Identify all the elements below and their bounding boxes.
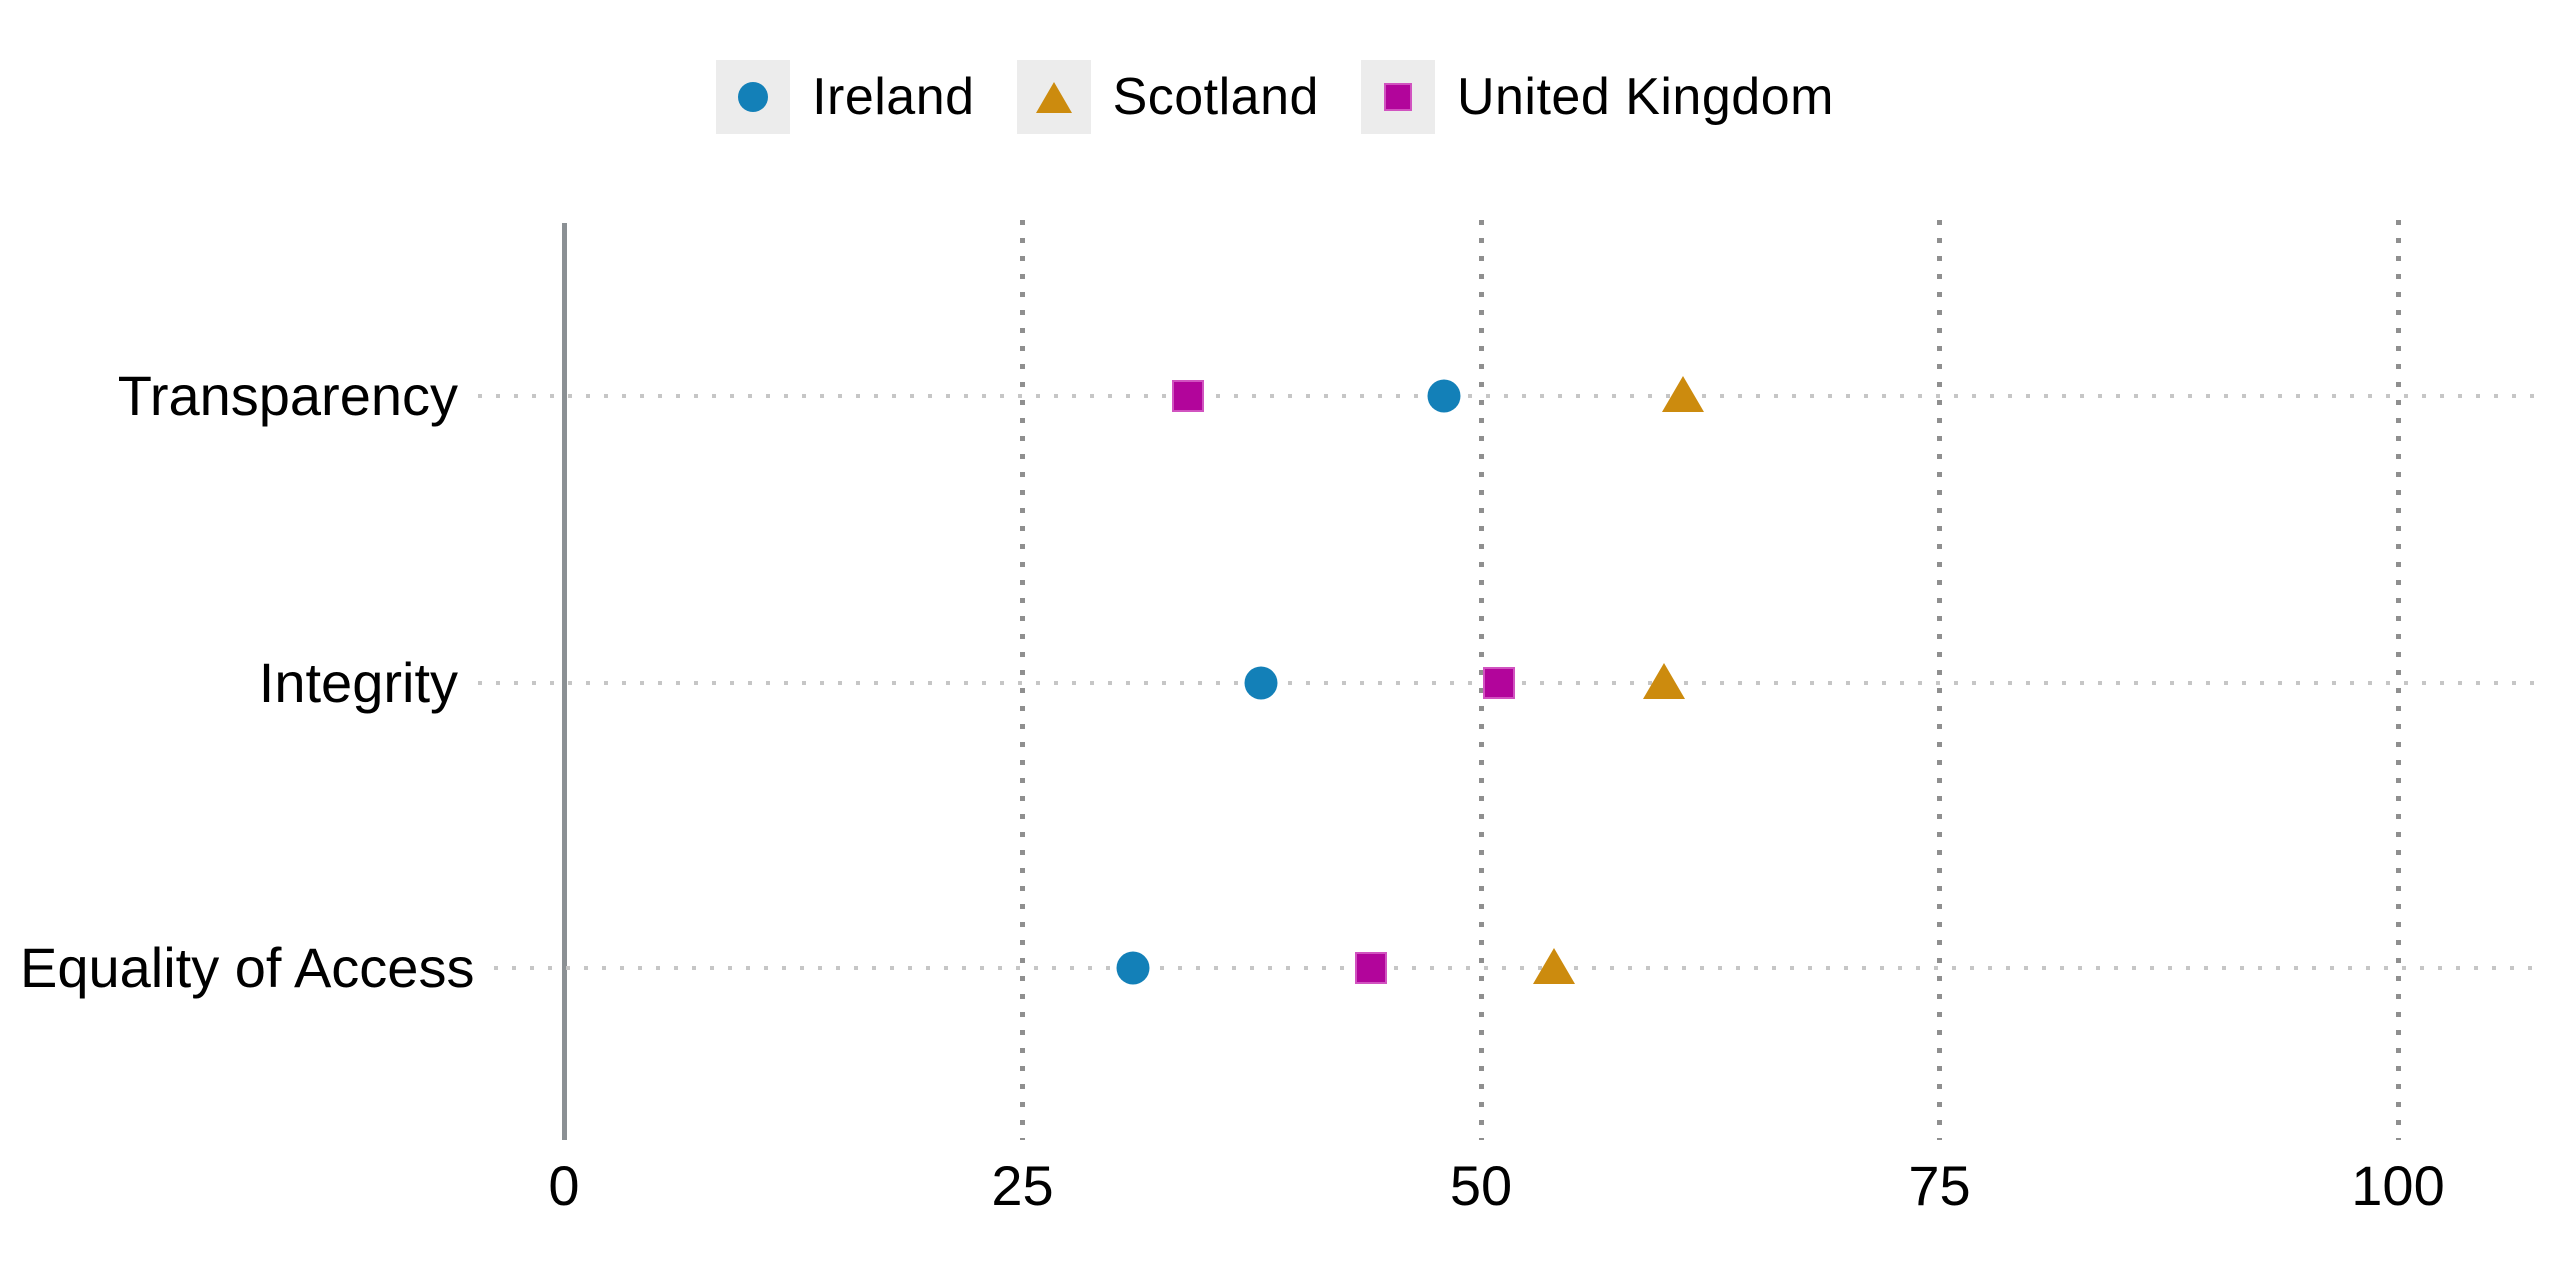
legend: Ireland Scotland United Kingdom — [0, 52, 2550, 142]
x-tick-label-25: 25 — [991, 1154, 1054, 1217]
marker-ireland-equality-of-access — [1116, 951, 1150, 985]
x-tick-label-0: 0 — [548, 1154, 580, 1217]
dotted-leader-line — [494, 966, 2544, 970]
legend-label: Ireland — [812, 68, 975, 126]
marker-united-kingdom-transparency — [1171, 380, 1204, 412]
legend-label: Scotland — [1112, 68, 1319, 126]
category-label-transparency: Transparency — [117, 364, 458, 427]
circle-marker-icon — [716, 60, 791, 134]
marker-ireland-integrity — [1244, 666, 1278, 700]
marker-scotland-transparency — [1661, 376, 1704, 412]
marker-united-kingdom-integrity — [1483, 667, 1516, 699]
marker-scotland-integrity — [1643, 663, 1686, 699]
legend-label: United Kingdom — [1456, 68, 1834, 126]
marker-united-kingdom-equality-of-access — [1354, 952, 1387, 984]
category-label-integrity: Integrity — [258, 651, 458, 714]
vertical-gridline-50 — [1478, 220, 1484, 1140]
vertical-gridline-25 — [1020, 220, 1025, 1140]
marker-ireland-transparency — [1427, 379, 1461, 413]
legend-item-scotland[interactable]: Scotland — [1016, 60, 1319, 134]
legend-item-ireland[interactable]: Ireland — [716, 60, 975, 134]
x-tick-label-75: 75 — [1908, 1154, 1971, 1217]
x-tick-label-100: 100 — [2351, 1154, 2445, 1217]
dotted-leader-line — [478, 394, 2544, 398]
square-marker-icon — [1360, 60, 1435, 134]
category-label-equality-of-access: Equality of Access — [20, 936, 475, 999]
vertical-gridline-75 — [1937, 220, 1942, 1140]
vertical-gridline-100 — [2395, 220, 2401, 1140]
marker-scotland-equality-of-access — [1533, 948, 1576, 984]
triangle-marker-icon — [1016, 60, 1091, 134]
legend-item-united-kingdom[interactable]: United Kingdom — [1360, 60, 1834, 134]
x-tick-label-50: 50 — [1449, 1154, 1513, 1217]
